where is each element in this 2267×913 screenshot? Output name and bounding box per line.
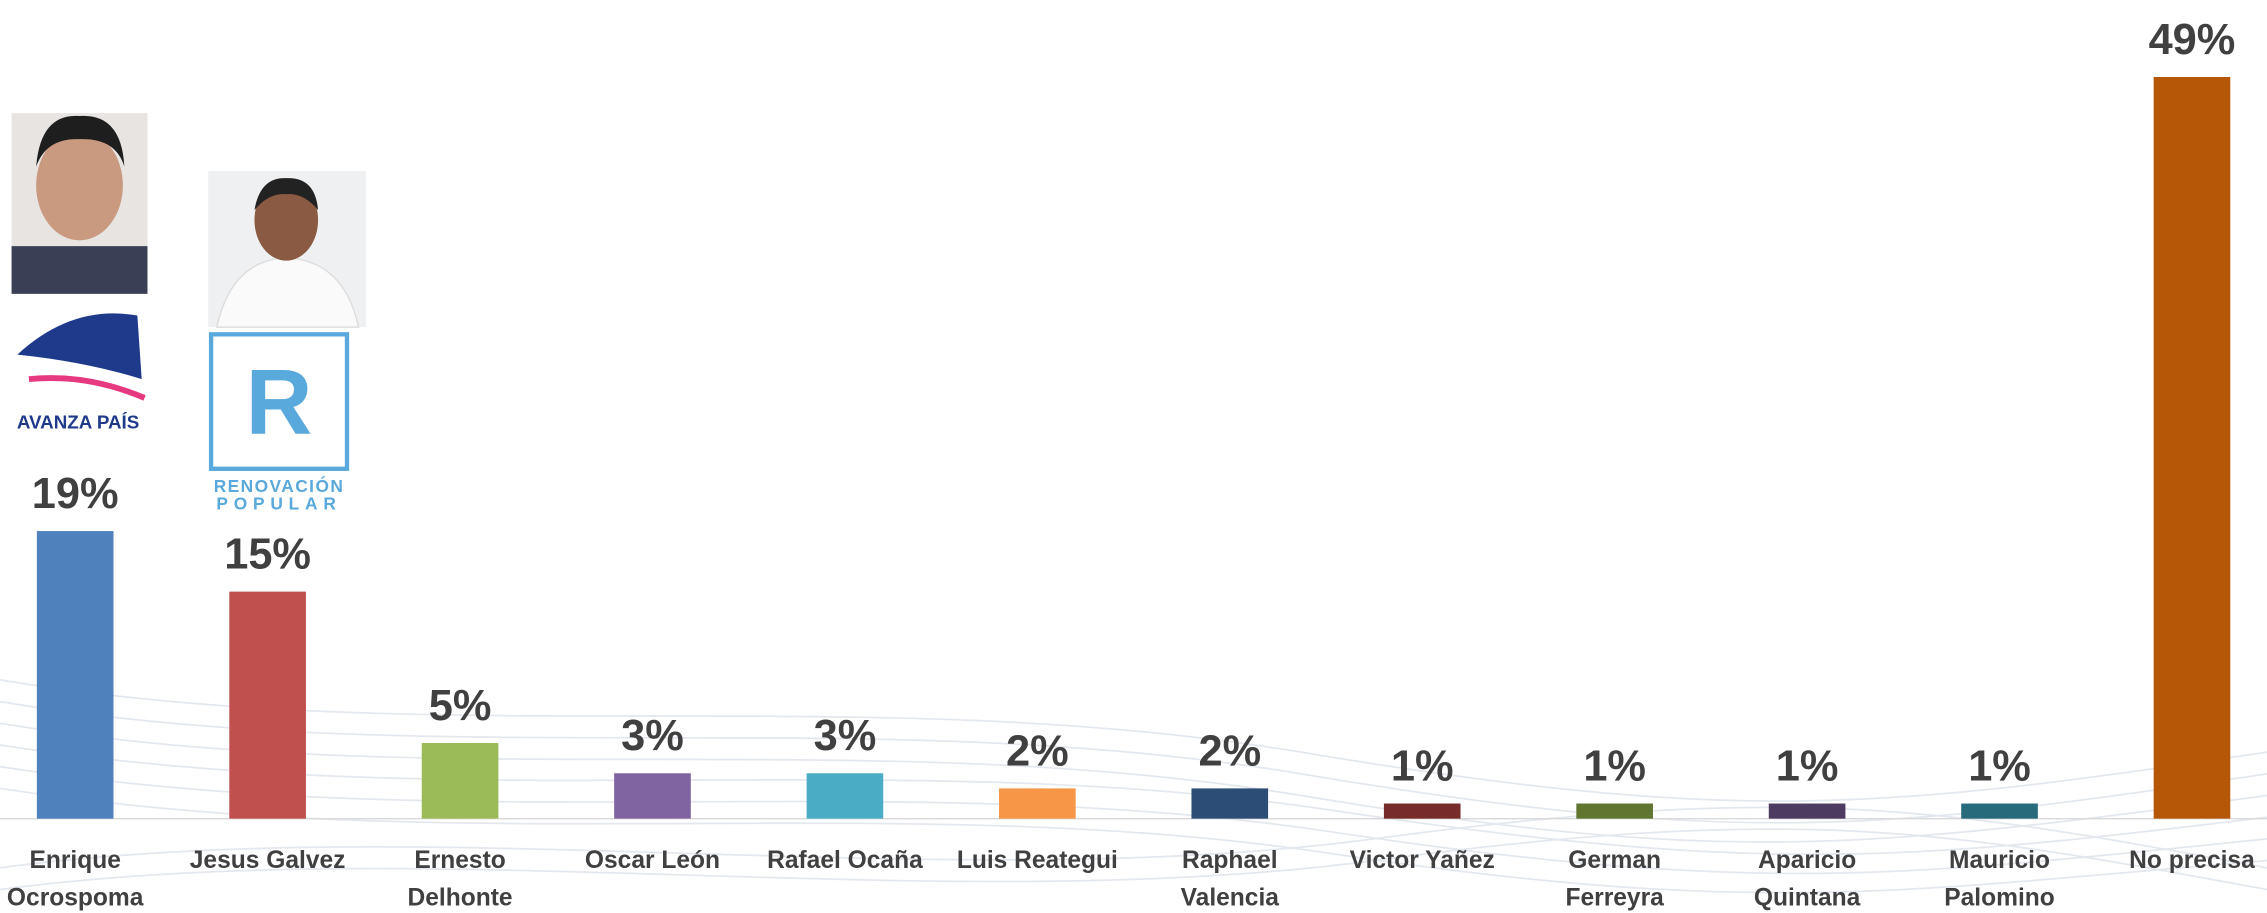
candidate-photo (11, 113, 148, 294)
logo-text: AVANZA PAÍS (17, 411, 139, 432)
value-label: 1% (1391, 742, 1454, 790)
bar (614, 773, 691, 819)
value-label: 15% (224, 530, 311, 578)
x-tick-label: Rafael Ocaña (767, 847, 923, 874)
value-label: 3% (621, 712, 684, 760)
x-tick-label: Oscar León (585, 847, 720, 874)
party-logo: R RENOVACIÓN POPULAR (208, 332, 350, 513)
x-tick-label: Luis Reategui (957, 847, 1118, 874)
bar (421, 742, 499, 819)
bar (1961, 803, 2038, 819)
value-label: 1% (1583, 742, 1646, 790)
background-waves (0, 679, 2267, 894)
logo-letter: R (246, 350, 313, 454)
party-logo: AVANZA PAÍS (17, 313, 146, 432)
value-label: 2% (1006, 727, 1069, 775)
candidate-photo (208, 170, 366, 328)
bar (1383, 803, 1461, 819)
x-tick-label: Aparicio Quintana (1754, 847, 1861, 912)
value-label: 5% (429, 682, 492, 730)
bar (1191, 788, 1269, 819)
logo-text: RENOVACIÓN (214, 476, 345, 496)
x-tick-label: Raphael Valencia (1181, 847, 1280, 912)
logo-text: POPULAR (216, 493, 341, 513)
bar (806, 773, 884, 819)
value-label: 19% (32, 470, 119, 518)
bar (2153, 76, 2231, 819)
x-tick-label: Enrique Ocrospoma (7, 847, 144, 912)
value-label: 1% (1776, 742, 1839, 790)
bar (36, 531, 114, 819)
bar (229, 591, 306, 819)
value-label: 1% (1968, 742, 2031, 790)
x-tick-label: Mauricio Palomino (1944, 847, 2055, 912)
x-tick-label: German Ferreyra (1565, 847, 1664, 912)
bar (1768, 803, 1846, 819)
x-tick-label: No precisa (2129, 847, 2255, 874)
bar (1576, 803, 1653, 819)
value-label: 49% (2149, 16, 2236, 64)
value-label: 2% (1198, 727, 1261, 775)
x-tick-label: Ernesto Delhonte (408, 847, 513, 912)
bar (999, 788, 1076, 819)
value-label: 3% (814, 712, 877, 760)
x-tick-label: Jesus Galvez (190, 847, 346, 874)
x-tick-label: Victor Yañez (1350, 847, 1495, 874)
